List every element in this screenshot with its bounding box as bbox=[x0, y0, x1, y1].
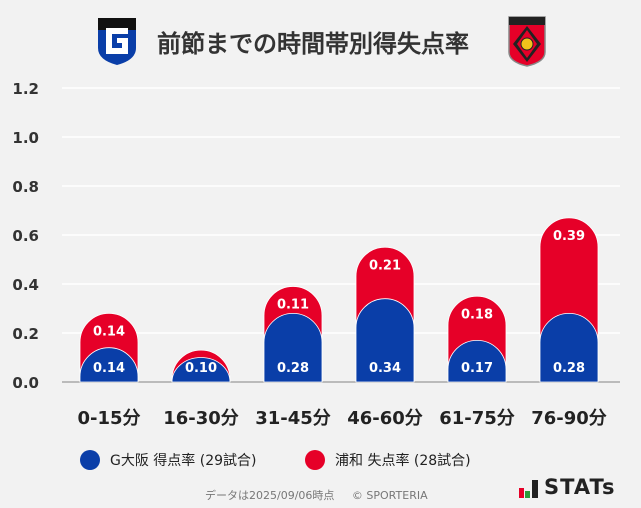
y-tick-label: 0.6 bbox=[12, 227, 39, 245]
legend-swatch-blue bbox=[80, 450, 100, 470]
legend-item-gamba: G大阪 得点率 (29試合) bbox=[80, 450, 257, 470]
x-tick-label: 46-60分 bbox=[347, 408, 423, 429]
bar-blue bbox=[447, 340, 507, 383]
stats-brand: STATs bbox=[544, 475, 616, 499]
y-tick-label: 0.0 bbox=[12, 374, 39, 392]
data-label-blue: 0.34 bbox=[369, 361, 401, 376]
data-label-blue: 0.28 bbox=[277, 361, 309, 376]
stats-logo: STATs bbox=[519, 476, 615, 498]
bar-chart: 0.0 0.2 0.4 0.6 0.8 1.0 1.2 0.14 0.14 0-15分 0.10 16… bbox=[12, 80, 620, 429]
y-tick-label: 0.8 bbox=[12, 178, 39, 196]
bar-blue bbox=[171, 357, 231, 383]
data-label-red: 0.39 bbox=[553, 229, 585, 244]
bar-blue bbox=[79, 347, 139, 383]
footer-note: データは2025/09/06時点 © SPORTERIA bbox=[205, 487, 428, 503]
urawa-reds-logo bbox=[506, 14, 548, 72]
stats-bars-icon bbox=[519, 480, 538, 498]
y-tick-label: 1.0 bbox=[12, 129, 39, 147]
data-label-red: 0.14 bbox=[93, 324, 125, 339]
x-tick-label: 16-30分 bbox=[163, 408, 239, 429]
bar-blue bbox=[355, 298, 415, 383]
data-label-red: 0.21 bbox=[369, 258, 401, 273]
bar-blue bbox=[263, 313, 323, 383]
data-label-blue: 0.10 bbox=[185, 361, 217, 376]
gamba-osaka-logo bbox=[96, 16, 138, 70]
data-date: データは2025/09/06時点 bbox=[205, 489, 335, 502]
y-tick-label: 0.4 bbox=[12, 276, 39, 294]
x-tick-label: 61-75分 bbox=[439, 408, 515, 429]
x-tick-label: 31-45分 bbox=[255, 408, 331, 429]
copyright: © SPORTERIA bbox=[351, 489, 428, 502]
x-tick-label: 76-90分 bbox=[531, 408, 607, 429]
y-tick-label: 0.2 bbox=[12, 325, 39, 343]
data-label-red: 0.18 bbox=[461, 307, 493, 322]
x-tick-label: 0-15分 bbox=[77, 408, 140, 429]
legend-label: G大阪 得点率 (29試合) bbox=[110, 453, 257, 469]
bar-blue bbox=[539, 313, 599, 383]
data-label-blue: 0.14 bbox=[93, 361, 125, 376]
legend-swatch-red bbox=[305, 450, 325, 470]
legend-item-urawa: 浦和 失点率 (28試合) bbox=[305, 450, 471, 470]
data-label-red: 0.11 bbox=[277, 297, 309, 312]
legend-label: 浦和 失点率 (28試合) bbox=[335, 453, 471, 469]
data-label-blue: 0.17 bbox=[461, 361, 493, 376]
data-label-blue: 0.28 bbox=[553, 361, 585, 376]
page-title: 前節までの時間帯別得失点率 bbox=[157, 30, 469, 58]
y-tick-label: 1.2 bbox=[12, 80, 39, 98]
